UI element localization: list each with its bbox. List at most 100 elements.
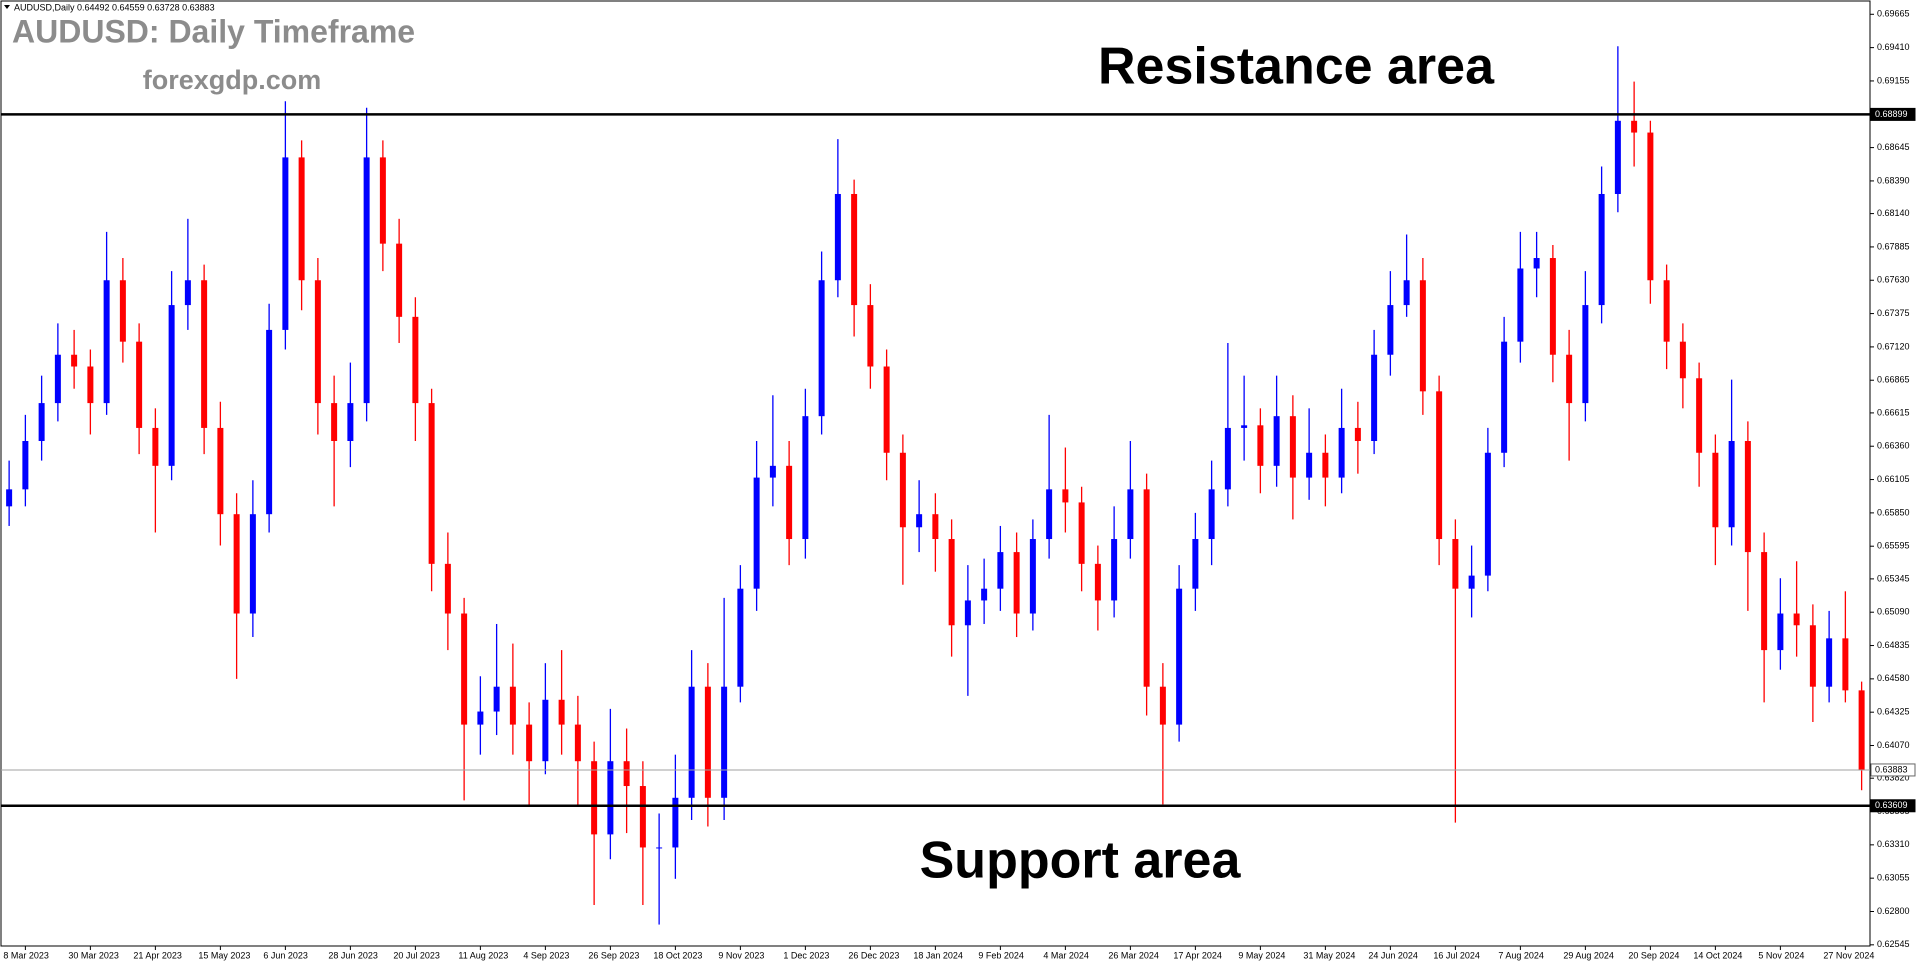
x-tick-label: 1 Dec 2023: [783, 950, 829, 960]
candle-body: [1712, 452, 1719, 528]
candle-body: [623, 761, 630, 787]
candle-body: [802, 416, 809, 540]
y-tick-label: 0.67630: [1877, 275, 1910, 285]
candle-body: [1403, 280, 1410, 306]
x-tick-label: 16 Jul 2024: [1433, 950, 1480, 960]
y-tick-label: 0.69665: [1877, 9, 1910, 19]
x-tick-label: 18 Oct 2023: [653, 950, 702, 960]
marks: [6, 46, 1865, 925]
candle-body: [461, 613, 468, 725]
candle-body: [54, 354, 61, 404]
candle-body: [1663, 280, 1670, 342]
y-tick-label: 0.67375: [1877, 308, 1910, 318]
plot-frame: [0, 0, 1871, 947]
candle-body: [1419, 280, 1426, 392]
candle-body: [71, 354, 78, 367]
candle-body: [1549, 258, 1556, 355]
candle-body: [152, 427, 159, 466]
x-tick-label: 20 Jul 2023: [393, 950, 440, 960]
x-tick-label: 7 Aug 2024: [1498, 950, 1544, 960]
candle-body: [201, 280, 208, 428]
y-tick-label: 0.66105: [1877, 474, 1910, 484]
y-tick-label: 0.68140: [1877, 208, 1910, 218]
candle-body: [87, 366, 94, 404]
candle-body: [22, 440, 29, 490]
candle-body: [1761, 552, 1768, 651]
candle-body: [282, 157, 289, 330]
candle-body: [1468, 575, 1475, 589]
chart-header: AUDUSD,Daily 0.64492 0.64559 0.63728 0.6…: [14, 2, 215, 12]
candle-body: [1029, 539, 1036, 614]
y-tick-label: 0.62800: [1877, 906, 1910, 916]
candle-body: [786, 465, 793, 540]
candle-body: [266, 329, 273, 515]
y-tick-label: 0.64325: [1877, 707, 1910, 717]
candle-body: [1078, 502, 1085, 564]
candle-body: [1696, 378, 1703, 453]
candle-body: [1566, 354, 1573, 404]
x-tick-label: 27 Nov 2024: [1823, 950, 1874, 960]
level-label: 0.63609: [1875, 800, 1908, 810]
candle-body: [1371, 354, 1378, 441]
x-tick-label: 26 Sep 2023: [588, 950, 639, 960]
candle-body: [136, 341, 143, 428]
x-tick-label: 8 Mar 2023: [3, 950, 49, 960]
chart-subtitle: forexgdp.com: [143, 65, 322, 95]
candle-body: [184, 280, 191, 306]
x-tick-label: 17 Apr 2024: [1173, 950, 1222, 960]
candle-body: [1273, 416, 1280, 466]
candle-body: [1809, 625, 1816, 687]
candle-body: [1517, 268, 1524, 342]
x-tick-label: 9 Feb 2024: [978, 950, 1024, 960]
candle-body: [1858, 690, 1865, 770]
candle-body: [298, 157, 305, 281]
candle-body: [217, 427, 224, 515]
x-tick-label: 24 Jun 2024: [1368, 950, 1418, 960]
candle-body: [1013, 552, 1020, 614]
candle-body: [363, 157, 370, 404]
candle-body: [38, 403, 45, 441]
y-tick-label: 0.63310: [1877, 839, 1910, 849]
y-tick-label: 0.67885: [1877, 241, 1910, 251]
level-label-box: [1870, 763, 1916, 777]
candle-body: [379, 157, 386, 244]
level-label: 0.68899: [1875, 109, 1908, 119]
candle-body: [1289, 416, 1296, 478]
candle-body: [899, 452, 906, 528]
candle-body: [477, 711, 484, 725]
candle-body: [249, 514, 256, 614]
candle-body: [1354, 427, 1361, 441]
x-tick-label: 26 Dec 2023: [848, 950, 899, 960]
candle-body: [737, 588, 744, 687]
candle-body: [818, 280, 825, 417]
candle-body: [526, 724, 533, 762]
candle-body: [1046, 489, 1053, 540]
candle-body: [1111, 539, 1118, 601]
candle-body: [1127, 489, 1134, 540]
x-tick-label: 29 Aug 2024: [1563, 950, 1614, 960]
y-tick-label: 0.63055: [1877, 873, 1910, 883]
chart-title: AUDUSD: Daily Timeframe: [12, 13, 415, 49]
candle-body: [558, 699, 565, 725]
candle-body: [444, 563, 451, 614]
candle-body: [1436, 391, 1443, 540]
candle-body: [1631, 120, 1638, 133]
candle-body: [1777, 613, 1784, 651]
y-tick-label: 0.66615: [1877, 407, 1910, 417]
candle-body: [932, 514, 939, 540]
candle-body: [1257, 425, 1264, 466]
y-tick-label: 0.67120: [1877, 341, 1910, 351]
x-tick-label: 31 May 2024: [1303, 950, 1355, 960]
y-tick-label: 0.65090: [1877, 607, 1910, 617]
candle-body: [1208, 489, 1215, 540]
candle-body: [1744, 440, 1751, 553]
candle-body: [1062, 489, 1069, 503]
candle-body: [769, 465, 776, 478]
y-tick-label: 0.64580: [1877, 673, 1910, 683]
candle-body: [672, 797, 679, 848]
candle-body: [1793, 613, 1800, 626]
candle-body: [1614, 120, 1621, 194]
candle-body: [1484, 452, 1491, 576]
